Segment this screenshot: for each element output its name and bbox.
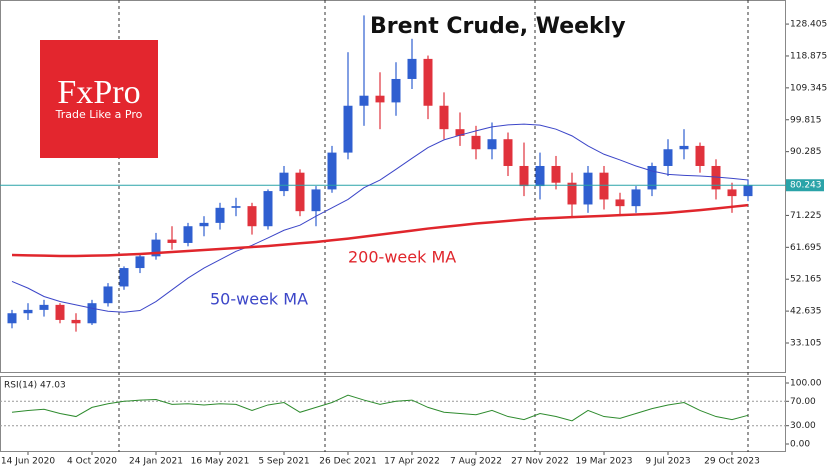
logo-tagline: Trade Like a Pro xyxy=(55,108,143,121)
y-tick-label: 71.225 xyxy=(790,211,822,221)
candle-body xyxy=(231,206,241,208)
x-tick-label: 17 Apr 2022 xyxy=(384,457,440,467)
candle-body xyxy=(455,129,465,136)
candle-body xyxy=(503,139,513,166)
candle-body xyxy=(215,207,225,223)
candle-body xyxy=(135,256,145,269)
candle-body xyxy=(87,303,97,324)
last-price-label: 80.243 xyxy=(790,181,822,191)
candle-body xyxy=(519,165,529,187)
y-tick-label: 52.165 xyxy=(790,275,822,285)
x-tick-label: 19 Mar 2023 xyxy=(575,457,632,467)
series-line xyxy=(11,203,749,258)
candle-body xyxy=(327,152,337,190)
candle-body xyxy=(487,139,497,150)
candle-body xyxy=(423,58,433,106)
candle-body xyxy=(103,286,113,304)
candle-body xyxy=(535,165,545,187)
candle-body xyxy=(711,165,721,190)
candle-body xyxy=(583,172,593,205)
logo: FxPro xyxy=(57,74,140,111)
candle-body xyxy=(615,199,625,207)
candle-body xyxy=(23,309,33,314)
candle-body xyxy=(407,58,417,79)
candle-body xyxy=(663,149,673,166)
candle-body xyxy=(151,239,161,257)
x-tick-label: 29 Oct 2023 xyxy=(704,457,760,467)
candle-body xyxy=(263,191,273,227)
x-tick-label: 16 May 2021 xyxy=(191,457,250,467)
chart-title: Brent Crude, Weekly xyxy=(370,14,626,39)
candle-body xyxy=(71,319,81,324)
candle-body xyxy=(199,222,209,227)
y-tick-label: 100.00 xyxy=(790,379,822,389)
series-line xyxy=(11,123,749,313)
series-annotation: 200-week MA xyxy=(348,248,456,267)
candle-body xyxy=(375,95,385,103)
candle-body xyxy=(295,172,305,212)
y-tick-label: 30.00 xyxy=(790,421,816,431)
last-price-box xyxy=(786,179,824,192)
candle-body xyxy=(599,172,609,200)
candle-body xyxy=(551,165,561,183)
x-tick-label: 24 Jan 2021 xyxy=(129,457,183,467)
candle-body xyxy=(311,189,321,212)
y-tick-label: 118.875 xyxy=(790,51,827,61)
candle-body xyxy=(679,145,689,150)
y-tick-label: 70.00 xyxy=(790,397,816,407)
x-tick-label: 9 Jul 2023 xyxy=(645,457,690,467)
x-tick-label: 26 Dec 2021 xyxy=(319,457,377,467)
candle-body xyxy=(743,185,753,197)
candle-body xyxy=(695,145,705,166)
y-tick-label: 109.345 xyxy=(790,83,827,93)
rsi-panel xyxy=(0,376,786,452)
candle-body xyxy=(119,268,129,287)
x-tick-label: 27 Nov 2022 xyxy=(511,457,569,467)
candle-body xyxy=(631,189,641,207)
candle-body xyxy=(567,182,577,205)
candle-body xyxy=(247,206,257,227)
y-tick-label: 42.635 xyxy=(790,307,822,317)
series-line xyxy=(11,394,749,422)
candle-body xyxy=(439,105,449,130)
candle-body xyxy=(471,135,481,150)
candle-body xyxy=(167,239,177,243)
candle-body xyxy=(7,313,17,324)
rsi-title: RSI(14) 47.03 xyxy=(4,381,66,391)
y-tick-label: 128.405 xyxy=(790,20,827,30)
x-tick-label: 5 Sep 2021 xyxy=(258,457,309,467)
candle-body xyxy=(359,95,369,106)
y-tick-label: 99.815 xyxy=(790,115,822,125)
y-tick-label: 0.00 xyxy=(790,440,810,450)
x-tick-label: 4 Oct 2020 xyxy=(67,457,117,467)
y-tick-label: 33.105 xyxy=(790,339,822,349)
candle-body xyxy=(39,304,49,310)
candle-body xyxy=(391,78,401,103)
x-tick-label: 14 Jun 2020 xyxy=(1,457,55,467)
candle-body xyxy=(343,105,353,153)
series-annotation: 50-week MA xyxy=(210,290,308,309)
candle-body xyxy=(279,172,289,192)
candle-body xyxy=(647,165,657,190)
logo-box xyxy=(40,40,158,158)
candle-body xyxy=(183,226,193,243)
candle-body xyxy=(727,189,737,197)
y-tick-label: 90.285 xyxy=(790,147,822,157)
candle-body xyxy=(55,304,65,320)
y-tick-label: 61.695 xyxy=(790,243,822,253)
x-tick-label: 7 Aug 2022 xyxy=(450,457,502,467)
